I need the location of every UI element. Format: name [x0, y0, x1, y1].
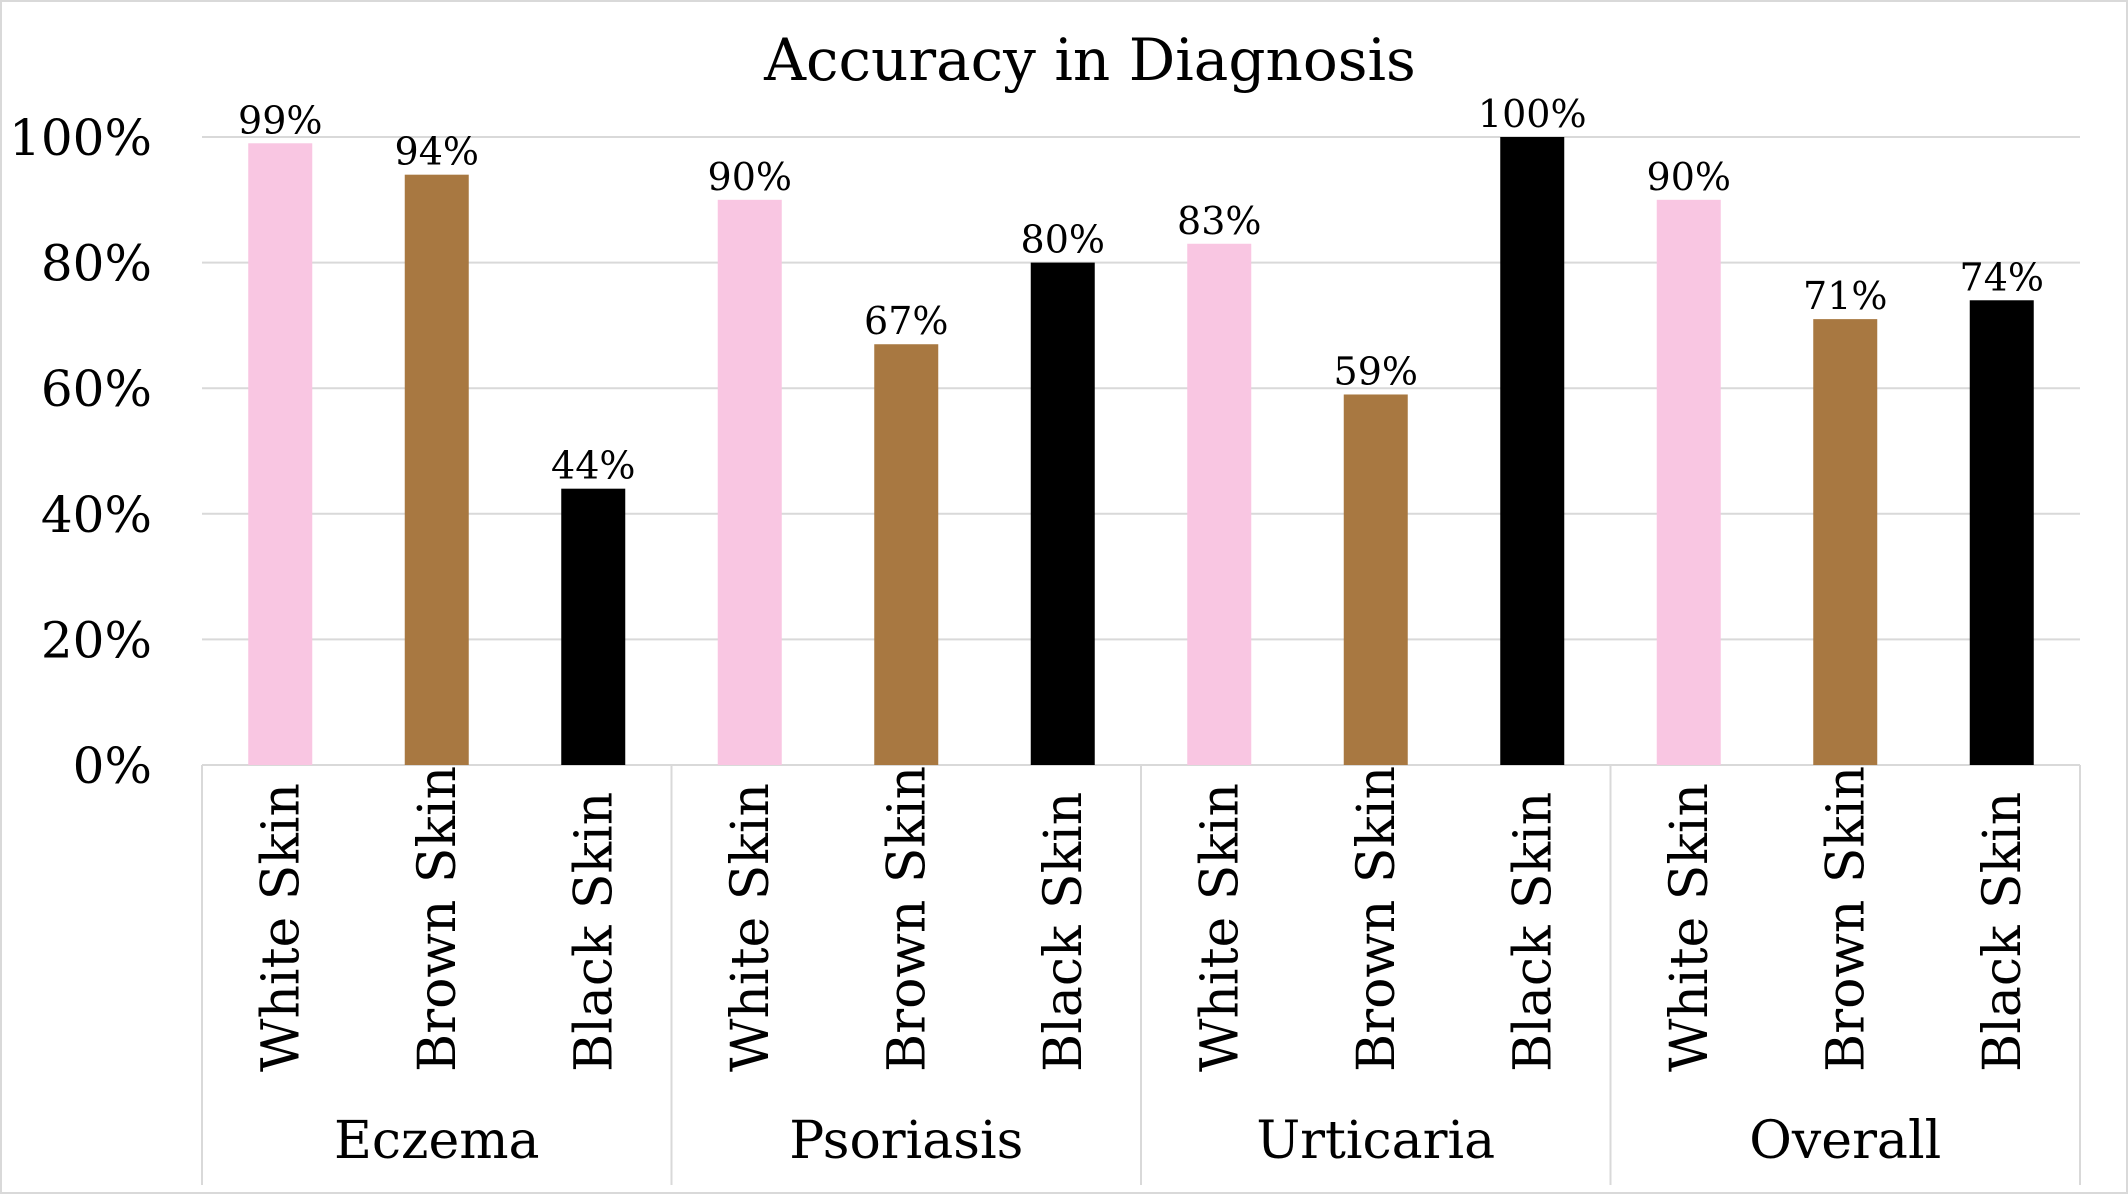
bar: [1500, 137, 1565, 765]
group-label: Urticaria: [1256, 1111, 1495, 1171]
y-tick-label: 100%: [9, 109, 152, 167]
bar: [1969, 300, 2034, 765]
data-label: 99%: [238, 98, 322, 142]
y-tick-label: 0%: [73, 737, 152, 795]
y-tick-label: 80%: [41, 235, 152, 293]
category-label: White Skin: [251, 783, 311, 1072]
bar: [404, 174, 469, 765]
category-label: Black Skin: [1034, 792, 1094, 1072]
data-label: 100%: [1478, 92, 1587, 136]
bar: [561, 488, 626, 765]
bar: [248, 143, 313, 765]
category-label: Brown Skin: [408, 766, 468, 1072]
y-tick-label: 40%: [41, 486, 152, 544]
data-label: 90%: [708, 155, 792, 199]
bar: [1343, 394, 1408, 765]
data-label: 94%: [395, 130, 479, 174]
data-label: 90%: [1647, 155, 1731, 199]
bar: [874, 344, 939, 765]
bar: [1813, 319, 1878, 765]
gridlines: [202, 136, 2080, 766]
data-label: 80%: [1021, 218, 1105, 262]
category-label: Black Skin: [564, 792, 624, 1072]
data-label: 44%: [551, 444, 635, 488]
group-label: Eczema: [334, 1111, 540, 1171]
bars: [248, 137, 2034, 766]
category-label: Black Skin: [1973, 792, 2033, 1072]
group-label: Psoriasis: [789, 1111, 1023, 1171]
category-label: White Skin: [1660, 783, 1720, 1072]
bar: [1656, 199, 1721, 766]
category-label: Brown Skin: [1816, 766, 1876, 1072]
data-label: 59%: [1334, 349, 1418, 393]
category-label: White Skin: [721, 783, 781, 1072]
y-axis-tick-labels: 0% 20% 40% 60% 80% 100%: [9, 109, 152, 795]
category-label: Black Skin: [1503, 792, 1563, 1072]
category-label: Brown Skin: [1347, 766, 1407, 1072]
data-labels: 99% 94% 44% 90% 67% 80% 83% 59% 100% 90% 71% 74%: [238, 92, 2044, 488]
y-tick-label: 60%: [41, 360, 152, 418]
data-label: 74%: [1960, 255, 2044, 299]
bar: [1030, 262, 1095, 765]
data-label: 83%: [1177, 199, 1261, 243]
bar: [1187, 243, 1252, 765]
data-label: 67%: [864, 299, 948, 343]
category-label: White Skin: [1190, 783, 1250, 1072]
data-label: 71%: [1803, 274, 1887, 318]
category-label: Brown Skin: [877, 766, 937, 1072]
chart-title: Accuracy in Diagnosis: [763, 26, 1416, 94]
group-label: Overall: [1749, 1111, 1941, 1171]
y-tick-label: 20%: [41, 611, 152, 669]
bar: [717, 199, 782, 766]
